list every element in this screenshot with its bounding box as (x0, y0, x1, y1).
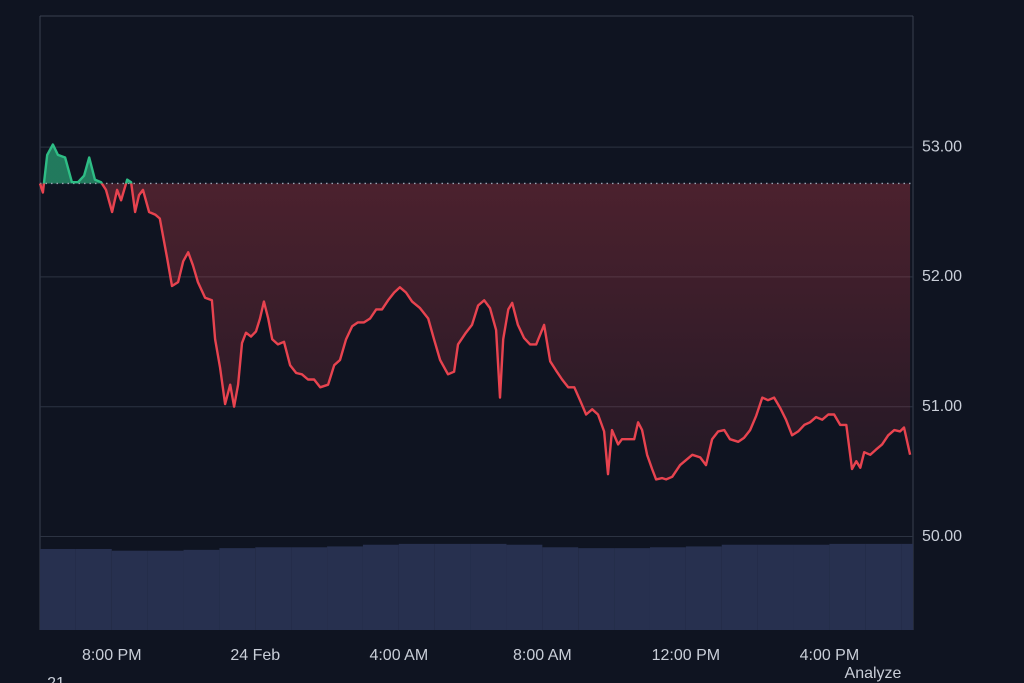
volume-bar (147, 550, 184, 630)
x-tick-label: 4:00 AM (369, 647, 428, 664)
volume-bar (685, 546, 722, 630)
volume-bar (542, 547, 579, 630)
footer-left: 21 (47, 675, 65, 683)
y-tick-label: 53.00 (922, 138, 962, 155)
volume-bar (111, 550, 148, 630)
volume-bar (434, 543, 471, 630)
volume-bar (721, 544, 758, 630)
volume-bar (829, 543, 866, 630)
volume-bar (649, 547, 686, 630)
price-line (38, 143, 912, 481)
volume-bar (793, 544, 830, 630)
volume-bar (219, 548, 256, 630)
volume-bar (75, 548, 112, 630)
volume-bar (506, 544, 543, 630)
x-tick-label: 8:00 AM (513, 647, 572, 664)
volume-bar (901, 543, 913, 630)
y-tick-label: 50.00 (922, 528, 962, 545)
volume-bar (865, 543, 902, 630)
analyze-button[interactable]: Analyze (845, 665, 902, 682)
volume-bar (470, 543, 507, 630)
volume-bar (183, 549, 220, 630)
volume-bar (362, 544, 399, 630)
y-tick-label: 52.00 (922, 268, 962, 285)
volume-bar (255, 547, 292, 630)
volume-bar (614, 548, 650, 630)
volume-bar (398, 543, 435, 630)
x-tick-label: 24 Feb (230, 647, 280, 664)
x-tick-label: 8:00 PM (82, 647, 142, 664)
x-tick-label: 4:00 PM (800, 647, 860, 664)
volume-bar (757, 544, 794, 630)
y-tick-label: 51.00 (922, 398, 962, 415)
volume-bar (327, 546, 363, 630)
volume-bar (40, 548, 76, 630)
volume-bar (578, 548, 615, 630)
x-tick-label: 12:00 PM (652, 647, 720, 664)
volume-bar (291, 547, 328, 630)
